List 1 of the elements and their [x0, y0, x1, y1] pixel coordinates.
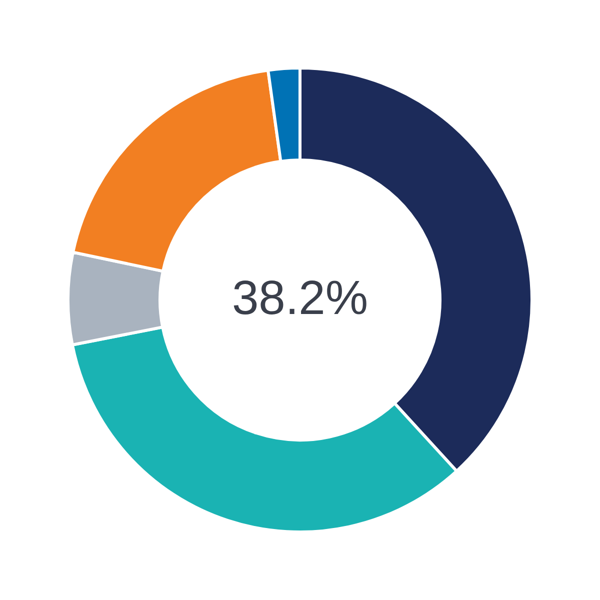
text: 38.2% [232, 272, 368, 325]
